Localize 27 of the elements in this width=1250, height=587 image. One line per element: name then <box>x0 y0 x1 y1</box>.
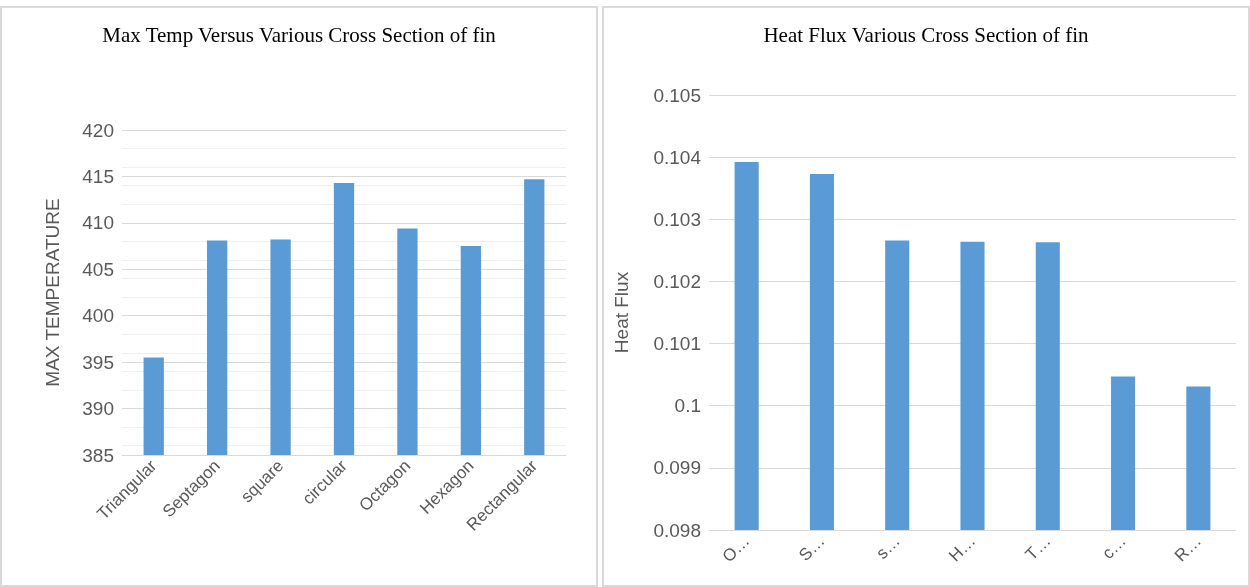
y-tick-label: 0.103 <box>653 208 701 230</box>
x-tick-label: H… <box>945 531 980 566</box>
y-tick-label: 390 <box>82 398 114 420</box>
chart-title: Max Temp Versus Various Cross Section of fin <box>102 23 497 47</box>
y-tick-label: 0.102 <box>653 270 701 292</box>
x-tick-label: R… <box>1170 531 1206 566</box>
y-axis-title: Heat Flux <box>611 271 632 354</box>
y-tick-label: 0.101 <box>653 333 701 355</box>
y-tick-label: 415 <box>82 165 114 187</box>
y-tick-label: 395 <box>82 351 114 373</box>
y-tick-label: 0.098 <box>653 519 701 541</box>
x-tick-label: O… <box>718 531 754 567</box>
x-tick-label: S… <box>795 531 829 565</box>
y-tick-label: 0.104 <box>653 146 702 168</box>
y-tick-label: 410 <box>82 212 114 234</box>
x-tick-label: c… <box>1098 531 1130 563</box>
y-tick-label: 0.105 <box>653 84 701 106</box>
y-tick-label: 405 <box>82 258 114 280</box>
y-tick-label: 0.1 <box>674 395 701 417</box>
y-tick-label: 0.099 <box>653 457 701 479</box>
x-tick-label: s… <box>872 531 904 563</box>
chart-title: Heat Flux Various Cross Section of fin <box>763 23 1090 47</box>
y-axis-title: MAX TEMPERATURE <box>42 198 63 387</box>
y-tick-label: 420 <box>82 119 114 141</box>
x-tick-label: T… <box>1021 531 1055 565</box>
y-tick-label: 385 <box>82 444 114 466</box>
y-tick-label: 400 <box>82 305 114 327</box>
